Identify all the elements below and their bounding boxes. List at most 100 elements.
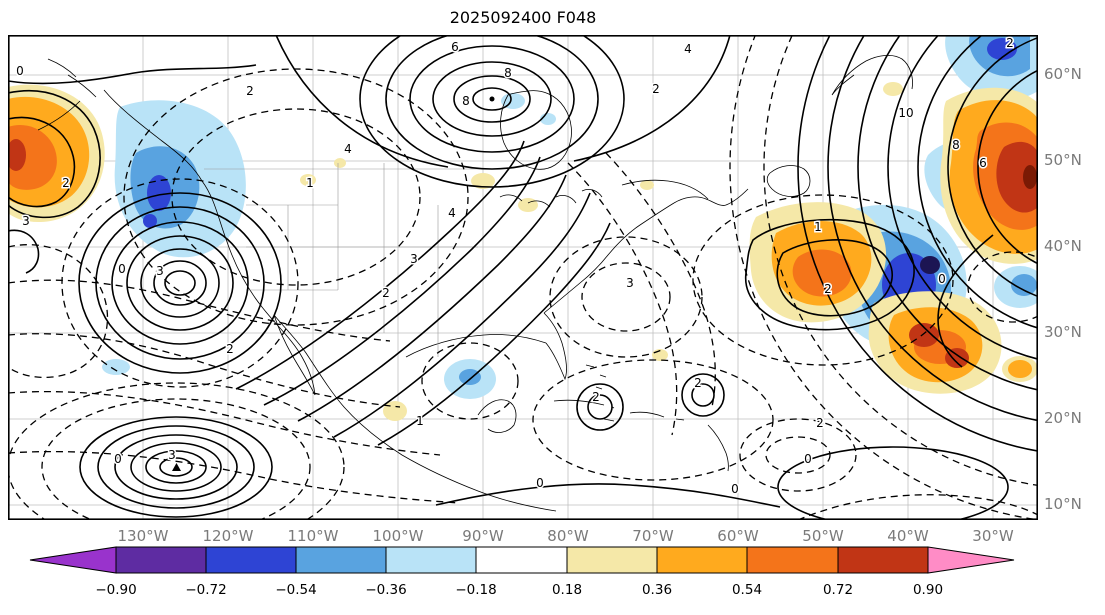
coastline-segment [621,179,709,200]
contour-line [263,156,541,406]
contour-line-dashed [421,342,519,420]
contour-label: 2 [382,286,390,300]
anomaly-fill [640,180,654,190]
contour-line-dashed [532,359,774,481]
contour-label: 2 [226,342,234,356]
contour-line [235,140,525,390]
colorbar-segment [566,546,658,574]
contour-label: 0 [114,452,122,466]
colorbar-tick-label: 0.18 [551,582,583,598]
contour-center-dot [489,96,495,102]
anomaly-fill [1008,360,1032,378]
contour-line [977,69,1038,265]
coastline-segment [543,312,567,381]
colorbar-tick-label: 0.54 [731,582,763,598]
contour-line [78,192,282,374]
lon-tick-label: 60°W [717,527,759,545]
lon-tick-label: 120°W [202,527,254,545]
lat-tick-label: 40°N [1044,237,1082,255]
contour-line [8,229,40,274]
coastline-segment [477,399,517,433]
contour-label: 3 [626,276,634,290]
colorbar-tick-label: −0.54 [275,582,317,598]
contour-line-dashed [765,436,831,474]
coastline-segment [766,165,811,197]
contour-line [97,425,255,509]
contour-label: 3 [168,448,176,462]
colorbar [29,546,1015,574]
contour-line [857,35,1038,391]
colorbar-segment [115,546,207,574]
contour-label: 1 [416,414,424,428]
contour-label: 2 [816,416,824,430]
lon-tick-label: 130°W [117,527,169,545]
colorbar-right-arrow [927,546,1015,574]
contour-line-dashed [8,382,345,520]
contour-label: 0 [536,476,544,490]
lat-tick-label: 30°N [1044,323,1082,341]
contour-label: 1 [306,176,314,190]
contour-line [576,383,624,431]
contour-line-dashed [61,178,299,388]
contour-line [130,442,222,492]
contour-line [8,116,76,208]
anomaly-fill [334,158,346,168]
contour-line-dashed [549,236,703,358]
contour-line [377,222,611,446]
contour-line-dashed [692,194,954,366]
lon-tick-label: 40°W [887,527,929,545]
contour-label: 2 [592,390,600,404]
contour-line [681,373,725,417]
coastline-segment [543,202,675,314]
map-plot: 0 2 4 1 6 8 8 4 2 3 0 2 4 3 2 3 0 3 1 2 … [8,35,1038,520]
lon-tick-label: 50°W [802,527,844,545]
low-center-marker [172,463,181,471]
contour-line-dashed [567,162,678,436]
colorbar-segment [295,546,387,574]
contour-line [153,260,207,306]
contour-line [164,270,196,296]
contour-line [275,35,449,168]
contour-line [297,174,567,422]
contour-label: 4 [344,142,352,156]
contour-line [145,450,207,484]
colorbar-tick-label: −0.90 [95,582,137,598]
colorbar-segment [656,546,748,574]
anomaly-fill [920,256,940,274]
lat-tick-label: 50°N [1044,151,1082,169]
contour-line [827,35,1038,422]
colorbar-tick-label: −0.72 [185,582,227,598]
lat-tick-label: 60°N [1044,65,1082,83]
contour-line [691,383,715,407]
contour-label: 6 [451,40,459,54]
contour-line-dashed [8,450,461,504]
contour-line [385,35,599,170]
contour-line [777,446,1009,520]
colorbar-tick-label: −0.18 [455,582,497,598]
contour-label: 3 [22,214,30,228]
contour-line [432,61,552,137]
coastline-segment [629,411,729,472]
contour-label: 3 [410,252,418,266]
contour-label: 4 [684,42,692,56]
contour-line-dashed [171,108,421,286]
contour-line [8,89,101,219]
contour-label: 8 [952,138,960,152]
anomaly-fill [300,174,316,186]
contour-line [359,35,625,188]
contour-label: 2 [1006,36,1014,50]
contour-label: 3 [156,264,164,278]
contour-line [587,394,613,420]
dashed-contours [8,35,1038,520]
lon-tick-label: 80°W [547,527,589,545]
contour-label: 0 [731,482,739,496]
contour-line-dashed [763,35,1038,486]
contour-line [453,75,531,123]
contour-line-dashed [739,418,857,492]
anomaly-fill [909,323,939,347]
lon-tick-label: 90°W [462,527,504,545]
colorbar-left-arrow [29,546,117,574]
anomaly-fill [1023,165,1037,189]
contour-label: 1 [814,220,822,234]
contour-line [947,36,1038,298]
